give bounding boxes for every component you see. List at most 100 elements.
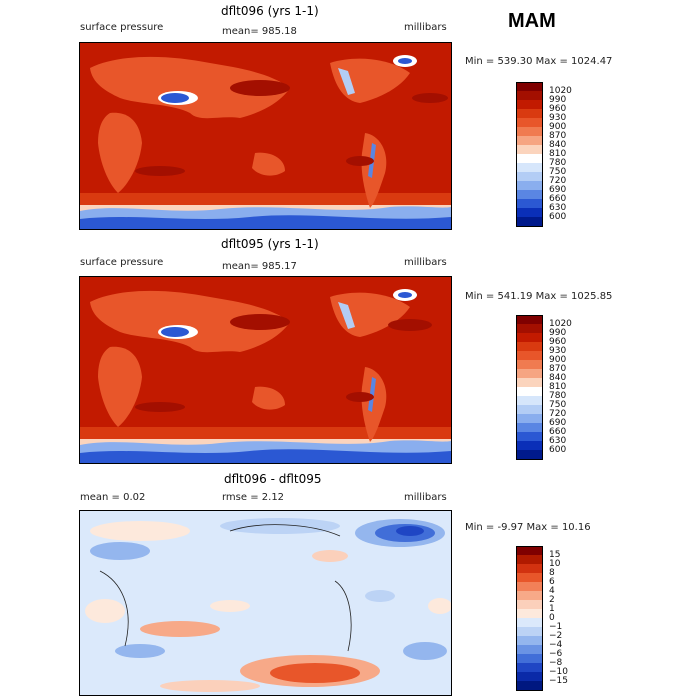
panel2-colorbar-label: 990 (549, 327, 567, 338)
panel1-colorbar-label: 810 (549, 148, 567, 159)
panel3-left-label: mean = 0.02 (80, 492, 146, 503)
panel2-colorbar-label: 720 (549, 408, 567, 419)
panel2-colorbar-swatch (516, 432, 543, 442)
panel3-colorbar-label: −15 (549, 675, 568, 686)
panel3-colorbar-label: 4 (549, 585, 555, 596)
panel2-colorbar-swatch (516, 450, 543, 460)
panel3-colorbar-label: −1 (549, 621, 563, 632)
panel1-colorbar-label: 660 (549, 193, 567, 204)
panel1-left-label: surface pressure (80, 22, 164, 33)
panel1-colorbar-label: 1020 (549, 85, 572, 96)
panel3-colorbar-label: 15 (549, 549, 561, 560)
panel3-colorbar-swatch (516, 609, 543, 619)
panel3-colorbar: 15 10 8 6 4 2 1 0 −1 −2 −4 −6 −8 −10 −15 (516, 546, 576, 691)
panel1-colorbar-label: 600 (549, 211, 567, 222)
panel2-colorbar-label: 600 (549, 444, 567, 455)
panel1-title: dflt096 (yrs 1-1) (221, 4, 319, 18)
panel3-colorbar-swatch (516, 636, 543, 646)
panel2-colorbar-label: 660 (549, 426, 567, 437)
panel3-colorbar-label: −8 (549, 657, 563, 668)
panel3-colorbar-label: 0 (549, 612, 555, 623)
panel1-colorbar: 1020 990 960 930 900 870 840 810 780 750 720 690 660… (516, 82, 576, 227)
panel2-colorbar-swatch (516, 351, 543, 361)
panel3-colorbar-swatch (516, 618, 543, 628)
panel3-title: dflt096 - dflt095 (224, 472, 322, 486)
panel3-colorbar-label: 1 (549, 603, 555, 614)
panel3-colorbar-swatch (516, 672, 543, 682)
panel3-colorbar-label: −10 (549, 666, 568, 677)
panel1-right-label: millibars (404, 22, 447, 33)
panel2-colorbar-swatch (516, 378, 543, 388)
panel1-colorbar-swatch (516, 136, 543, 146)
panel2-minmax: Min = 541.19 Max = 1025.85 (465, 291, 613, 302)
panel2-map (79, 276, 452, 464)
panel2-colorbar-swatch (516, 387, 543, 397)
panel2-colorbar-label: 1020 (549, 318, 572, 329)
panel1-center-label: mean= 985.18 (222, 26, 297, 37)
panel2-colorbar-swatch (516, 396, 543, 406)
panel1-map (79, 42, 452, 230)
panel2-right-label: millibars (404, 257, 447, 268)
panel1-colorbar-swatch (516, 154, 543, 164)
panel1-colorbar-swatch (516, 118, 543, 128)
panel2-colorbar-label: 750 (549, 399, 567, 410)
panel3-colorbar-swatch (516, 582, 543, 592)
panel3-right-label: millibars (404, 492, 447, 503)
panel1-colorbar-swatch (516, 145, 543, 155)
panel1-map-svg (80, 43, 451, 229)
panel1-colorbar-swatch (516, 190, 543, 200)
panel3-colorbar-label: −4 (549, 639, 563, 650)
panel2-colorbar-label: 960 (549, 336, 567, 347)
panel2-colorbar-label: 810 (549, 381, 567, 392)
panel2-colorbar-swatch (516, 315, 543, 325)
panel3-map (79, 510, 452, 696)
panel1-colorbar-label: 750 (549, 166, 567, 177)
panel3-colorbar-label: 8 (549, 567, 555, 578)
panel2-colorbar: 1020 990 960 930 900 870 840 810 780 750 720 690 660… (516, 315, 576, 460)
panel1-colorbar-label: 990 (549, 94, 567, 105)
season-label: MAM (508, 10, 556, 32)
panel3-colorbar-label: 6 (549, 576, 555, 587)
panel3-colorbar-swatch (516, 555, 543, 565)
panel3-colorbar-swatch (516, 564, 543, 574)
panel2-colorbar-label: 840 (549, 372, 567, 383)
panel3-colorbar-label: 10 (549, 558, 561, 569)
panel1-colorbar-swatch (516, 181, 543, 191)
panel2-colorbar-label: 870 (549, 363, 567, 374)
panel3-colorbar-swatch (516, 591, 543, 601)
panel2-colorbar-label: 630 (549, 435, 567, 446)
panel3-center-label: rmse = 2.12 (222, 492, 285, 503)
panel2-colorbar-swatch (516, 324, 543, 334)
panel1-colorbar-swatch (516, 217, 543, 227)
panel2-map-svg (80, 277, 451, 463)
panel1-minmax: Min = 539.30 Max = 1024.47 (465, 56, 613, 67)
panel2-center-label: mean= 985.17 (222, 261, 297, 272)
panel3-colorbar-swatch (516, 645, 543, 655)
panel2-colorbar-swatch (516, 369, 543, 379)
panel3-colorbar-swatch (516, 681, 543, 691)
panel1-colorbar-swatch (516, 109, 543, 119)
panel2-colorbar-swatch (516, 333, 543, 343)
panel1-colorbar-swatch (516, 127, 543, 137)
panel2-colorbar-label: 690 (549, 417, 567, 428)
panel1-colorbar-swatch (516, 199, 543, 209)
panel1-colorbar-label: 630 (549, 202, 567, 213)
panel2-colorbar-swatch (516, 441, 543, 451)
panel3-colorbar-swatch (516, 663, 543, 673)
panel1-colorbar-label: 900 (549, 121, 567, 132)
panel2-colorbar-label: 780 (549, 390, 567, 401)
panel3-minmax: Min = -9.97 Max = 10.16 (465, 522, 591, 533)
panel3-colorbar-label: −6 (549, 648, 563, 659)
panel3-colorbar-swatch (516, 546, 543, 556)
panel1-colorbar-label: 690 (549, 184, 567, 195)
panel2-colorbar-swatch (516, 414, 543, 424)
panel3-colorbar-swatch (516, 654, 543, 664)
panel1-colorbar-label: 930 (549, 112, 567, 123)
panel3-colorbar-swatch (516, 627, 543, 637)
panel1-colorbar-label: 780 (549, 157, 567, 168)
panel3-colorbar-swatch (516, 600, 543, 610)
panel1-colorbar-swatch (516, 91, 543, 101)
panel1-colorbar-swatch (516, 208, 543, 218)
panel2-colorbar-label: 930 (549, 345, 567, 356)
panel2-left-label: surface pressure (80, 257, 164, 268)
